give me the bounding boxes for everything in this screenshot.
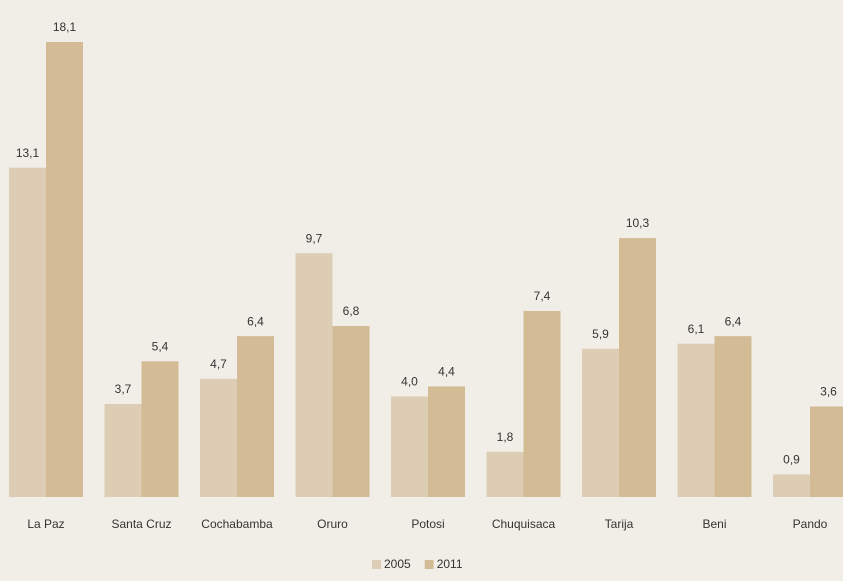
x-tick-label: Beni xyxy=(702,517,726,531)
data-label: 6,4 xyxy=(247,314,264,328)
data-label: 6,8 xyxy=(343,304,360,318)
bar xyxy=(677,343,715,497)
legend-swatch xyxy=(424,560,434,569)
bar xyxy=(104,403,142,497)
x-tick-label: Oruro xyxy=(317,517,348,531)
x-tick-label: Cochabamba xyxy=(201,517,273,531)
data-label: 6,4 xyxy=(725,314,742,328)
x-tick-label: Tarija xyxy=(605,517,634,531)
bar xyxy=(141,361,179,497)
bar xyxy=(486,451,524,497)
x-tick-label: Santa Cruz xyxy=(111,517,171,531)
bar xyxy=(391,396,428,497)
data-label: 4,7 xyxy=(210,357,227,371)
data-label: 13,1 xyxy=(16,146,40,160)
data-label: 5,4 xyxy=(152,339,169,353)
legend-swatch xyxy=(372,560,381,569)
legend-label: 2005 xyxy=(384,557,411,571)
data-label: 1,8 xyxy=(497,430,514,444)
bar xyxy=(332,326,370,497)
data-label: 4,0 xyxy=(401,375,418,389)
bar xyxy=(582,348,619,497)
x-tick-label: La Paz xyxy=(27,517,64,531)
bar xyxy=(46,42,83,497)
bar xyxy=(714,336,752,497)
bar xyxy=(619,238,656,498)
bar xyxy=(773,474,810,497)
data-label: 10,3 xyxy=(626,216,650,230)
data-label: 3,7 xyxy=(115,382,132,396)
data-label: 6,1 xyxy=(688,322,705,336)
data-label: 3,6 xyxy=(820,385,837,399)
data-label: 7,4 xyxy=(534,289,551,303)
x-tick-label: Chuquisaca xyxy=(492,517,556,531)
bar xyxy=(810,406,843,497)
bar xyxy=(9,167,46,497)
data-label: 0,9 xyxy=(783,453,800,467)
bar xyxy=(295,253,333,497)
legend-label: 2011 xyxy=(437,557,463,571)
x-tick-label: Pando xyxy=(793,517,828,531)
data-label: 9,7 xyxy=(306,231,323,245)
bar xyxy=(523,310,561,497)
bar xyxy=(428,386,465,497)
data-label: 5,9 xyxy=(592,327,609,341)
data-label: 4,4 xyxy=(438,365,455,379)
data-label: 18,1 xyxy=(53,20,77,34)
x-tick-label: Potosi xyxy=(411,517,444,531)
bar xyxy=(200,378,237,497)
bar xyxy=(237,336,274,497)
